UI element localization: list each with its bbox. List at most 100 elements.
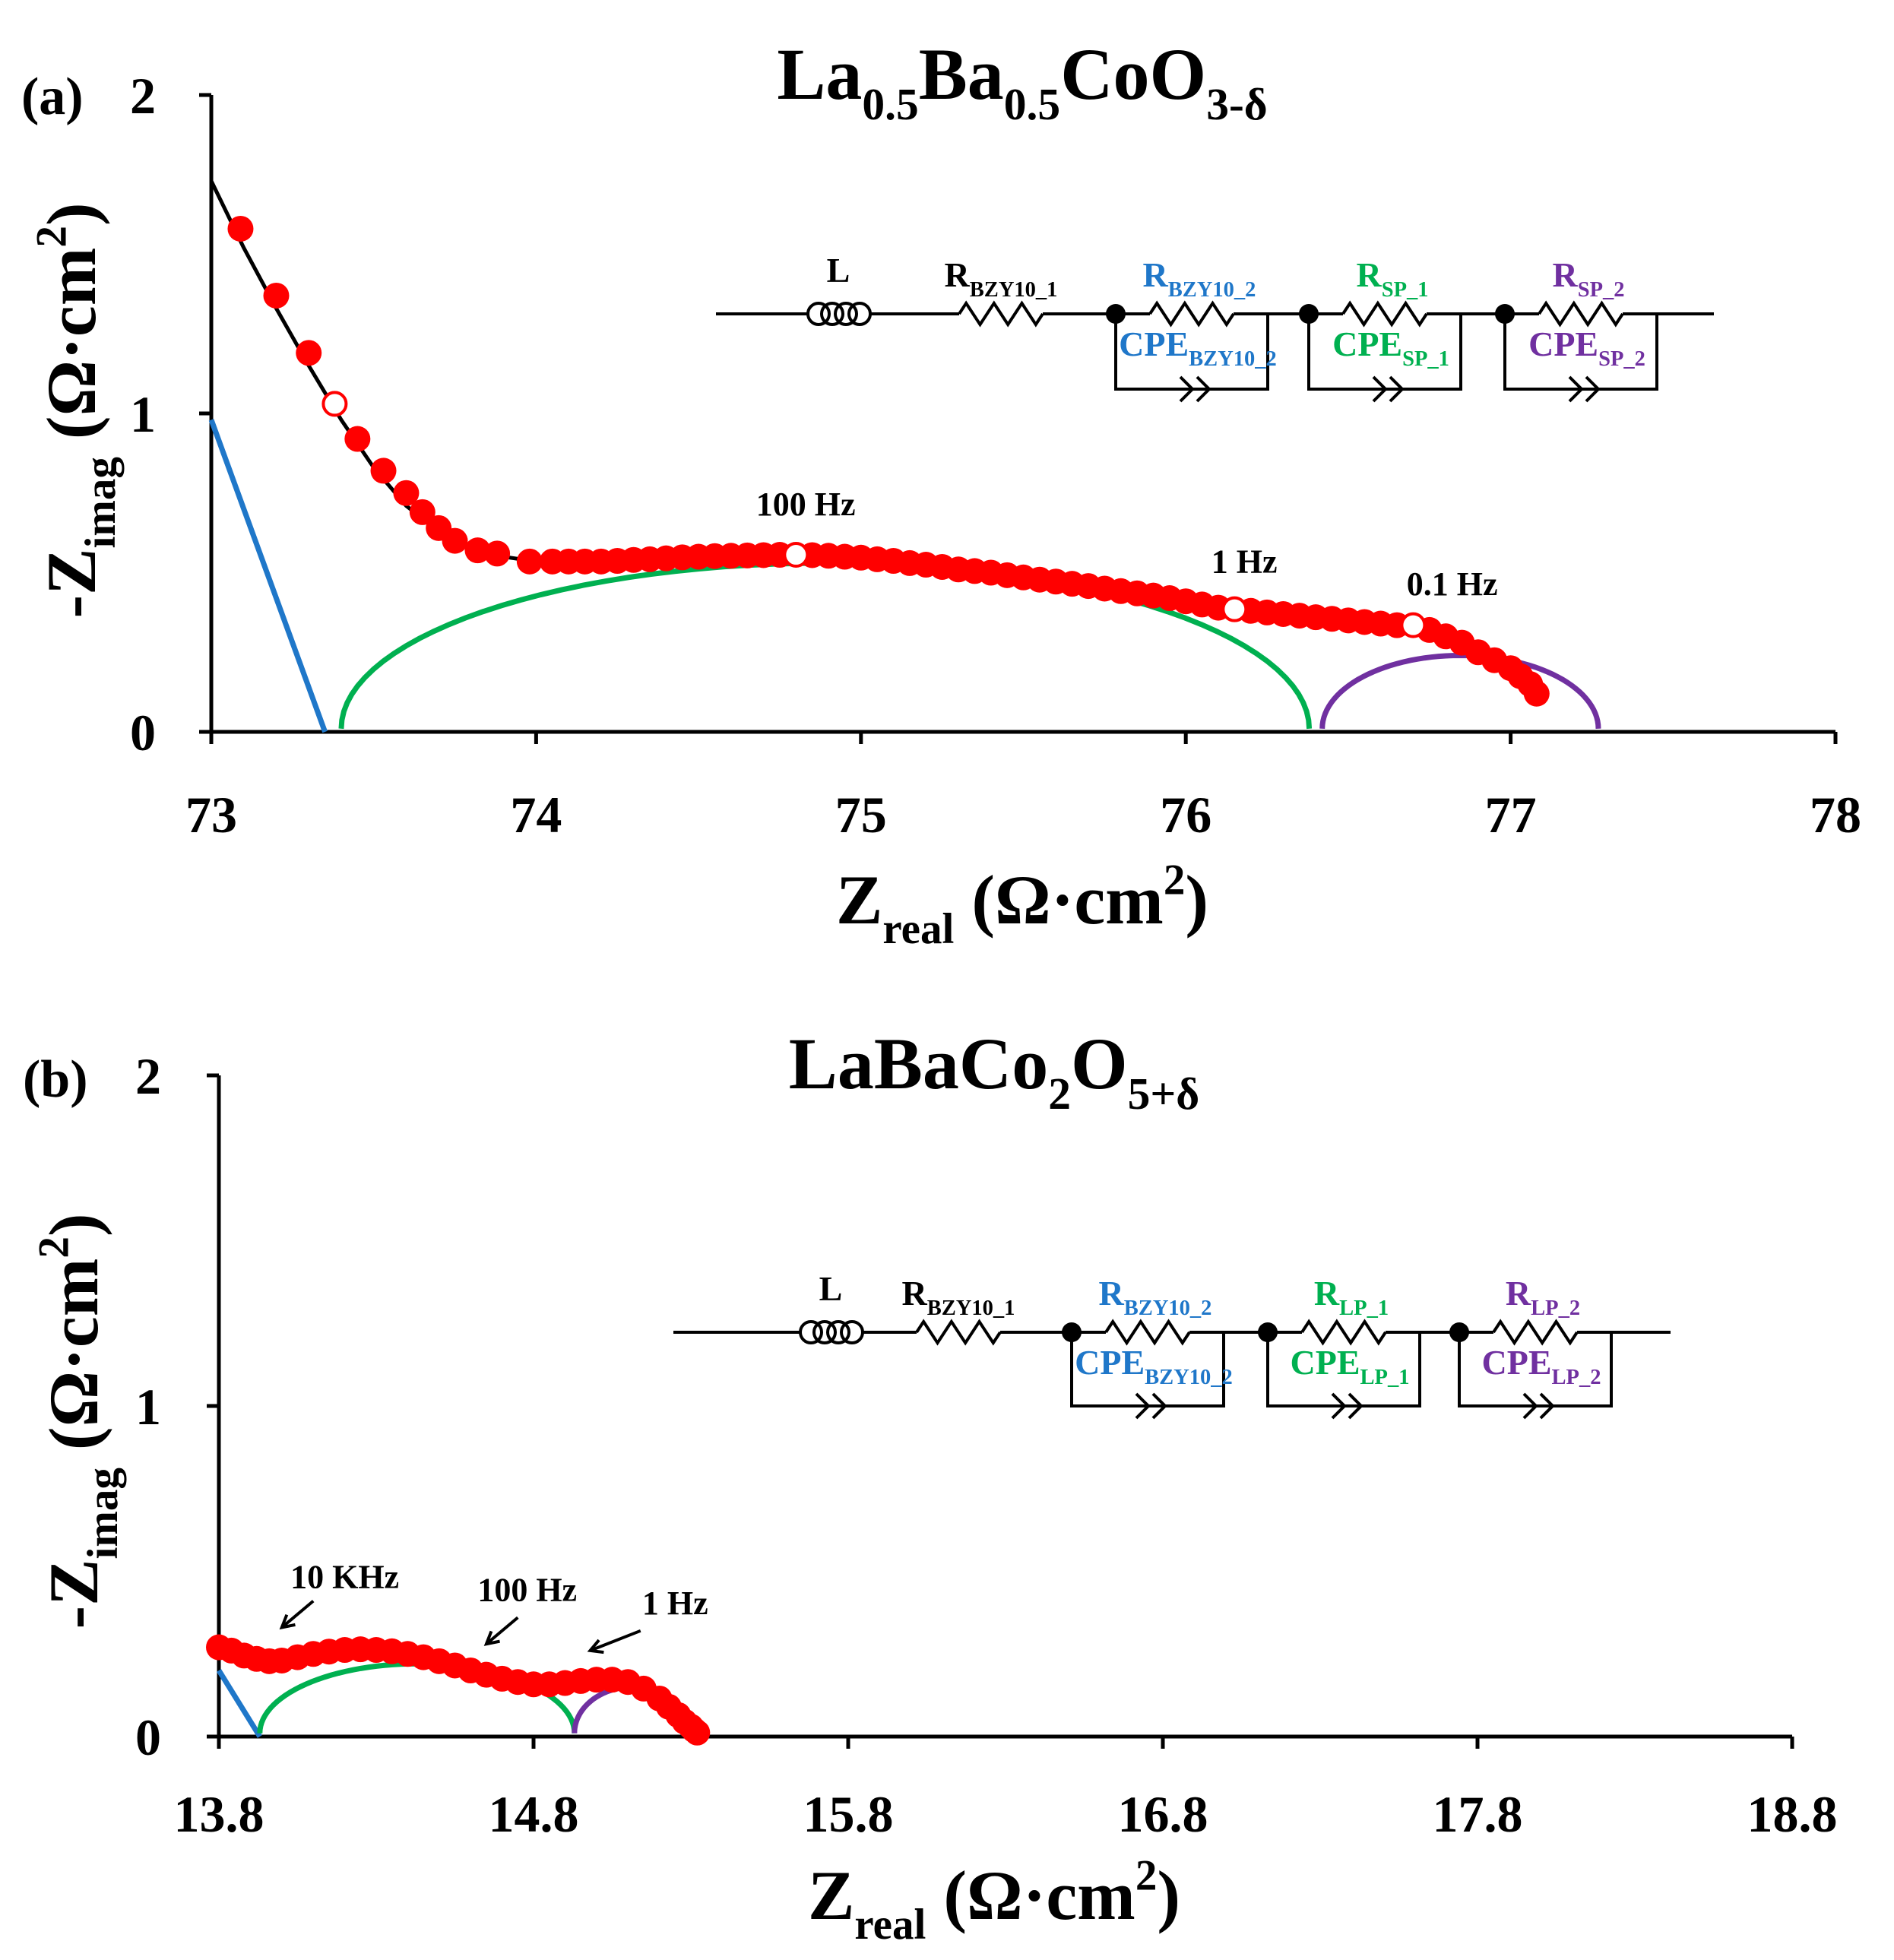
circuit-gap [1266, 1328, 1426, 1337]
x-tick-label: 17.8 [1433, 1785, 1523, 1843]
chart-title-part: 5+δ [1128, 1069, 1200, 1119]
chart-title-part: 2 [1048, 1069, 1071, 1119]
resistor-icon [1104, 1319, 1191, 1346]
circuit-label-r2-part: BZY10_2 [1168, 278, 1256, 302]
circuit-label-c4-part: CPE [1482, 1343, 1552, 1382]
circuit-gap [1307, 309, 1467, 318]
x-axis-label-part: 2 [1164, 856, 1186, 904]
y-axis-label: -Zimag (Ω·cm2) [30, 1213, 126, 1629]
circuit-label-c4-part: LP_2 [1552, 1366, 1601, 1389]
y-axis-label-part: (Ω·cm [35, 1259, 112, 1468]
chart-title-part: LaBaCo [789, 1023, 1048, 1104]
data-point [464, 537, 491, 564]
circuit-label-r3: RLP_1 [1314, 1274, 1389, 1320]
inductor-icon [799, 1320, 823, 1344]
circuit-label-r2-part: BZY10_2 [1124, 1297, 1212, 1320]
x-tick-label: 16.8 [1118, 1785, 1208, 1843]
chart-title: La0.5Ba0.5CoO3-δ [777, 33, 1267, 129]
x-axis-label-part: real [882, 905, 954, 953]
circuit-label-r2: RBZY10_2 [1143, 255, 1256, 302]
bzy10-arc [208, 419, 328, 733]
circuit-label-c4: CPESP_2 [1528, 325, 1645, 371]
chart-title-part: CoO [1060, 33, 1206, 115]
annotation-arrow [485, 1616, 519, 1645]
circuit-label-r1-part: BZY10_1 [927, 1297, 1015, 1320]
circuit-label-c3: CPELP_1 [1291, 1343, 1410, 1389]
data-point [484, 540, 511, 567]
circuit-label-r1-part: R [902, 1274, 928, 1312]
y-axis-label-part: imag [77, 457, 125, 548]
circuit-label-r4-part: SP_2 [1578, 278, 1625, 302]
circuit-label-r1: RBZY10_1 [945, 255, 1058, 302]
x-tick-label: 78 [1810, 786, 1861, 844]
data-point [344, 426, 371, 452]
resistor-icon [1341, 300, 1428, 328]
circuit-gap [1070, 1328, 1230, 1337]
y-tick-label: 1 [130, 385, 156, 443]
frequency-annotation: 10 KHz [290, 1558, 399, 1595]
circuit-label-r2: RBZY10_2 [1099, 1274, 1212, 1320]
circuit-label-c3-part: LP_1 [1360, 1366, 1410, 1389]
inductor-icon [826, 1320, 850, 1344]
circuit-label-r1-part: R [945, 255, 971, 294]
y-axis-label-part: 2 [27, 226, 75, 248]
x-tick-label: 76 [1160, 786, 1211, 844]
resistor-icon [1300, 1319, 1387, 1346]
y-axis-label: -Zimag (Ω·cm2) [27, 202, 124, 618]
arrow-head [587, 1639, 604, 1654]
circuit-label-c3-part: CPE [1291, 1343, 1360, 1382]
data-point [684, 1719, 711, 1746]
circuit-label-L-part: L [827, 251, 850, 290]
y-tick-label: 1 [135, 1378, 161, 1436]
circuit-label-c4-part: SP_2 [1598, 347, 1645, 371]
frequency-annotation: 1 Hz [1211, 543, 1278, 581]
data-point [370, 458, 397, 484]
circuit-label-c4-part: CPE [1528, 325, 1598, 363]
chart-title-part: La [777, 33, 862, 115]
inductor-icon [820, 302, 844, 326]
circuit-label-r1: RBZY10_1 [902, 1274, 1015, 1320]
y-tick-label: 0 [130, 704, 156, 762]
circuit-label-L-part: L [819, 1269, 843, 1308]
circuit-gap [1458, 1328, 1617, 1337]
data-point [409, 499, 435, 525]
x-tick-label: 15.8 [803, 1785, 894, 1843]
frequency-annotation: 100 Hz [756, 486, 856, 523]
data-point [227, 215, 254, 242]
circuit-label-c2: CPEBZY10_2 [1119, 325, 1277, 371]
equivalent-circuit: RBZY10_2CPEBZY10_2RLP_1CPELP_1RLP_2CPELP… [673, 1269, 1671, 1420]
circuit-label-r3: RSP_1 [1356, 255, 1428, 302]
inductor-icon [840, 1320, 864, 1344]
circuit-label-c2-part: CPE [1075, 1343, 1145, 1382]
circuit-label-c4: CPELP_2 [1482, 1343, 1601, 1389]
frequency-marker [1221, 596, 1248, 622]
cpe-icon [1372, 375, 1405, 403]
y-tick-label: 2 [135, 1047, 161, 1105]
y-axis-label-part: (Ω·cm [33, 248, 110, 457]
circuit-label-c2-part: BZY10_2 [1189, 347, 1277, 371]
circuit-label-r4-part: R [1506, 1274, 1531, 1312]
circuit-label-c2: CPEBZY10_2 [1075, 1343, 1233, 1389]
circuit-label-r1-part: BZY10_1 [970, 278, 1058, 302]
panel-label: (a) [21, 68, 84, 126]
y-tick-label: 2 [130, 67, 156, 125]
resistor-icon [1538, 300, 1624, 328]
cpe-icon [1568, 375, 1601, 403]
data-point [296, 340, 322, 366]
inductor-icon [847, 302, 872, 326]
circuit-label-r3-part: SP_1 [1382, 278, 1429, 302]
x-tick-label: 73 [185, 786, 237, 844]
resistor-icon [915, 1319, 1002, 1346]
arrow-head [483, 1630, 500, 1646]
x-tick-label: 77 [1485, 786, 1537, 844]
frequency-annotation: 100 Hz [477, 1572, 577, 1609]
y-axis-label-part: -Z [35, 1559, 112, 1629]
circuit-gap [1114, 309, 1274, 318]
x-tick-label: 18.8 [1747, 1785, 1838, 1843]
circuit-label-r2-part: R [1143, 255, 1169, 294]
x-tick-label: 75 [835, 786, 887, 844]
frequency-marker [1400, 612, 1427, 638]
circuit-label-r4-part: R [1552, 255, 1578, 294]
circuit-label-r4: RSP_2 [1552, 255, 1624, 302]
